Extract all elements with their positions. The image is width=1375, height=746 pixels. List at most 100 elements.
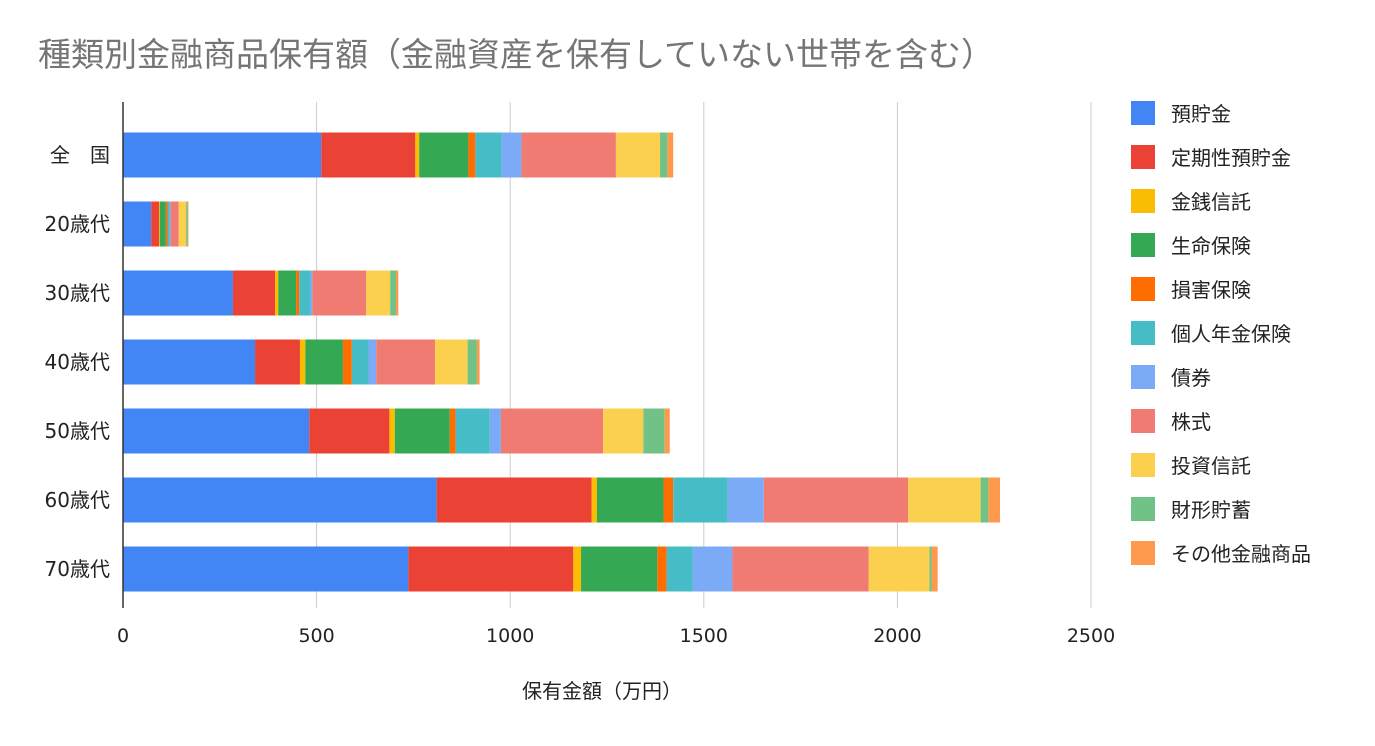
bar-segment — [170, 201, 179, 247]
bar-segment — [351, 339, 369, 385]
bar-segment — [581, 546, 658, 592]
bar-segment — [255, 339, 300, 385]
bar-segment — [321, 132, 416, 178]
bar-segment — [368, 339, 377, 385]
y-category-label: 30歳代 — [45, 281, 110, 305]
bar-segment — [366, 270, 391, 316]
bar-segment — [299, 339, 306, 385]
bar-segment — [435, 339, 468, 385]
y-category-label: 50歳代 — [45, 419, 110, 443]
bar-segment — [309, 408, 390, 454]
bar-segment — [123, 546, 409, 592]
bar-segment — [394, 408, 450, 454]
bar-segment — [476, 339, 480, 385]
legend-swatch — [1131, 409, 1155, 433]
bar-segment — [389, 408, 395, 454]
bar-segment — [167, 201, 170, 247]
legend-swatch — [1131, 541, 1155, 565]
bar-segment — [165, 201, 168, 247]
bar-segment — [501, 132, 522, 178]
legend-swatch — [1131, 233, 1155, 257]
bar-segment — [186, 201, 188, 247]
bar-segment — [178, 201, 187, 247]
bar-segment — [278, 270, 297, 316]
legend-label: 定期性預貯金 — [1171, 146, 1291, 170]
bar-segment — [763, 477, 909, 523]
bar-segment — [929, 546, 932, 592]
bar-segment — [151, 201, 160, 247]
bar-segment — [489, 408, 501, 454]
bar-segment — [123, 270, 233, 316]
legend-swatch — [1131, 453, 1155, 477]
bar-segment — [908, 477, 981, 523]
bar-segment — [376, 339, 436, 385]
bar-segment — [615, 132, 661, 178]
legend: 預貯金定期性預貯金金銭信託生命保険損害保険個人年金保険債券株式投資信託財形貯蓄そ… — [1131, 101, 1311, 566]
bar-segment — [732, 546, 869, 592]
x-tick-label: 2000 — [873, 625, 921, 647]
bar-segment — [305, 339, 343, 385]
bar-segment — [390, 270, 396, 316]
bar-segment — [596, 477, 664, 523]
y-category-label: 60歳代 — [45, 488, 110, 512]
bar-segment — [657, 546, 667, 592]
y-category-label: 20歳代 — [45, 212, 110, 236]
legend-swatch — [1131, 189, 1155, 213]
bar-segment — [123, 339, 256, 385]
bar-segment — [591, 477, 597, 523]
legend-swatch — [1131, 365, 1155, 389]
bar-segment — [573, 546, 582, 592]
bar-segment — [664, 408, 670, 454]
legend-label: 財形貯蓄 — [1171, 498, 1251, 522]
y-category-label: 40歳代 — [45, 350, 110, 374]
x-tick-label: 1500 — [680, 625, 728, 647]
bar-segment — [980, 477, 989, 523]
legend-label: その他金融商品 — [1171, 542, 1311, 566]
bar-segment — [660, 132, 668, 178]
bars — [123, 132, 1001, 592]
x-tick-label: 2500 — [1067, 625, 1115, 647]
bar-segment — [312, 270, 367, 316]
bar-segment — [663, 477, 674, 523]
bar-segment — [123, 408, 310, 454]
bar-segment — [169, 201, 171, 247]
legend-label: 金銭信託 — [1171, 190, 1251, 214]
bar-segment — [727, 477, 764, 523]
legend-swatch — [1131, 321, 1155, 345]
chart-title: 種類別金融商品保有額（金融資産を保有していない世帯を含む） — [38, 35, 994, 74]
bar-segment — [415, 132, 420, 178]
bar-segment — [667, 132, 674, 178]
axes: 0 500 1000 1500 2000 2500 全 国 20歳代 30歳代 40歳代 50歳代 6… — [45, 102, 1115, 647]
bar-segment — [123, 132, 322, 178]
bar-segment — [455, 408, 490, 454]
bar-segment — [673, 477, 728, 523]
bar-segment — [275, 270, 279, 316]
x-tick-label: 1000 — [486, 625, 534, 647]
bar-segment — [931, 546, 938, 592]
bar-segment — [449, 408, 456, 454]
bar-segment — [666, 546, 693, 592]
y-category-label: 全 国 — [50, 143, 110, 167]
legend-swatch — [1131, 497, 1155, 521]
x-tick-label: 0 — [117, 625, 129, 647]
legend-label: 個人年金保険 — [1171, 322, 1291, 346]
legend-label: 債券 — [1171, 366, 1211, 390]
y-category-label: 70歳代 — [45, 557, 110, 581]
legend-label: 預貯金 — [1171, 102, 1231, 126]
legend-swatch — [1131, 145, 1155, 169]
bar-segment — [310, 270, 313, 316]
bar-segment — [296, 270, 300, 316]
legend-label: 損害保険 — [1171, 278, 1251, 302]
x-axis-label: 保有金額（万円） — [522, 679, 682, 703]
bar-segment — [475, 132, 502, 178]
bar-segment — [419, 132, 469, 178]
bar-segment — [232, 270, 276, 316]
bar-segment — [436, 477, 592, 523]
legend-swatch — [1131, 101, 1155, 125]
legend-label: 投資信託 — [1171, 454, 1251, 478]
bar-segment — [988, 477, 1001, 523]
bar-segment — [643, 408, 665, 454]
bar-segment — [603, 408, 644, 454]
